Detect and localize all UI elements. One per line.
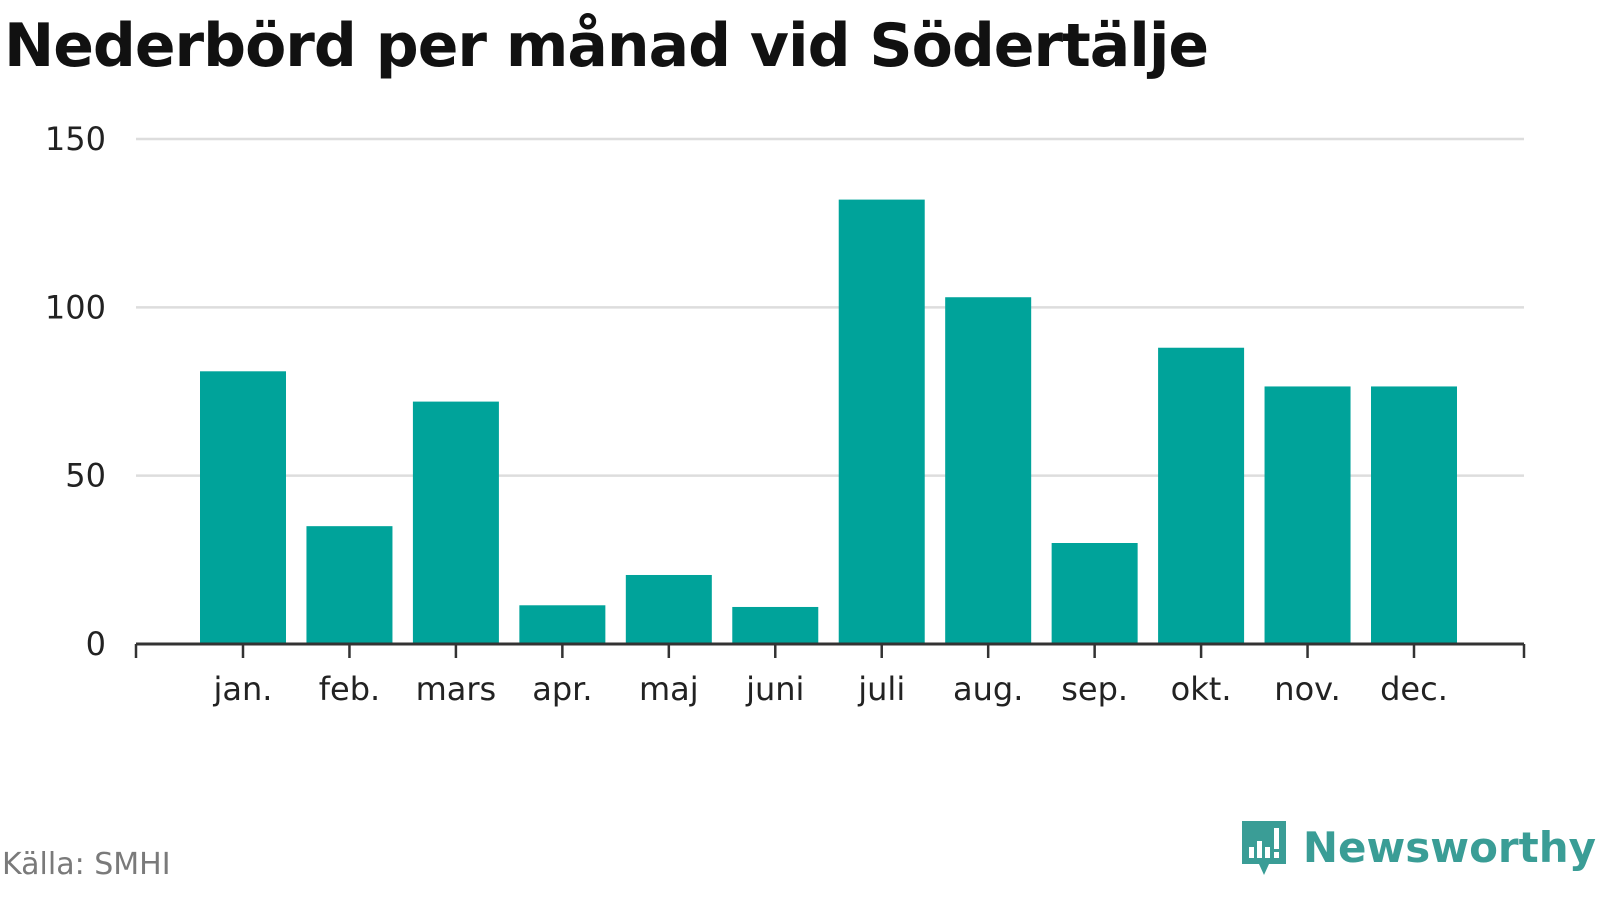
bar-juni (732, 606, 819, 644)
x-tick-label: feb. (319, 670, 380, 708)
x-axis (134, 642, 1526, 658)
x-tick-label: dec. (1380, 670, 1448, 708)
x-tick-label: juli (857, 670, 905, 708)
bar-feb (306, 526, 393, 644)
x-tick-label: sep. (1061, 670, 1128, 708)
y-tick-label: 100 (45, 288, 106, 326)
bar-maj (625, 574, 712, 644)
bar-aug (945, 297, 1032, 644)
brand-name: Newsworthy (1302, 823, 1596, 872)
bar-nov (1264, 386, 1351, 644)
x-tick-label: okt. (1171, 670, 1232, 708)
x-tick-label: apr. (532, 670, 592, 708)
x-tick-label: mars (416, 670, 497, 708)
bar-okt (1158, 347, 1245, 644)
x-axis-labels: jan. feb. mars apr. maj juni juli aug. sep. okt. n… (213, 670, 1448, 708)
y-tick-label: 50 (65, 457, 106, 495)
newsworthy-logo-icon (1241, 821, 1286, 875)
x-tick-label: aug. (953, 670, 1023, 708)
x-tick-label: jan. (213, 670, 273, 708)
bar-sep (1051, 543, 1138, 644)
bars (200, 199, 1457, 644)
bar-juli (838, 199, 925, 644)
bar-apr (519, 605, 606, 644)
y-tick-label: 150 (45, 120, 106, 158)
bar-mars (412, 401, 499, 644)
x-tick-label: juni (745, 670, 804, 708)
x-tick-label: maj (639, 670, 699, 708)
y-tick-label: 0 (86, 625, 106, 663)
brand-logo: Newsworthy (1239, 818, 1596, 878)
chart-title: Nederbörd per månad vid Södertälje (4, 11, 1209, 81)
bar-dec (1371, 386, 1457, 644)
bar-jan (200, 371, 286, 644)
y-axis-ticks: 0 50 100 150 (45, 120, 106, 663)
source-note: Källa: SMHI (2, 847, 171, 882)
x-tick-label: nov. (1274, 670, 1340, 708)
